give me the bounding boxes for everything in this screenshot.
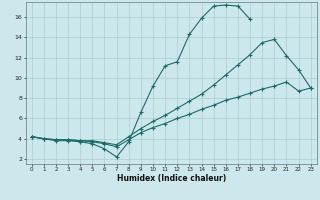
X-axis label: Humidex (Indice chaleur): Humidex (Indice chaleur): [116, 174, 226, 183]
